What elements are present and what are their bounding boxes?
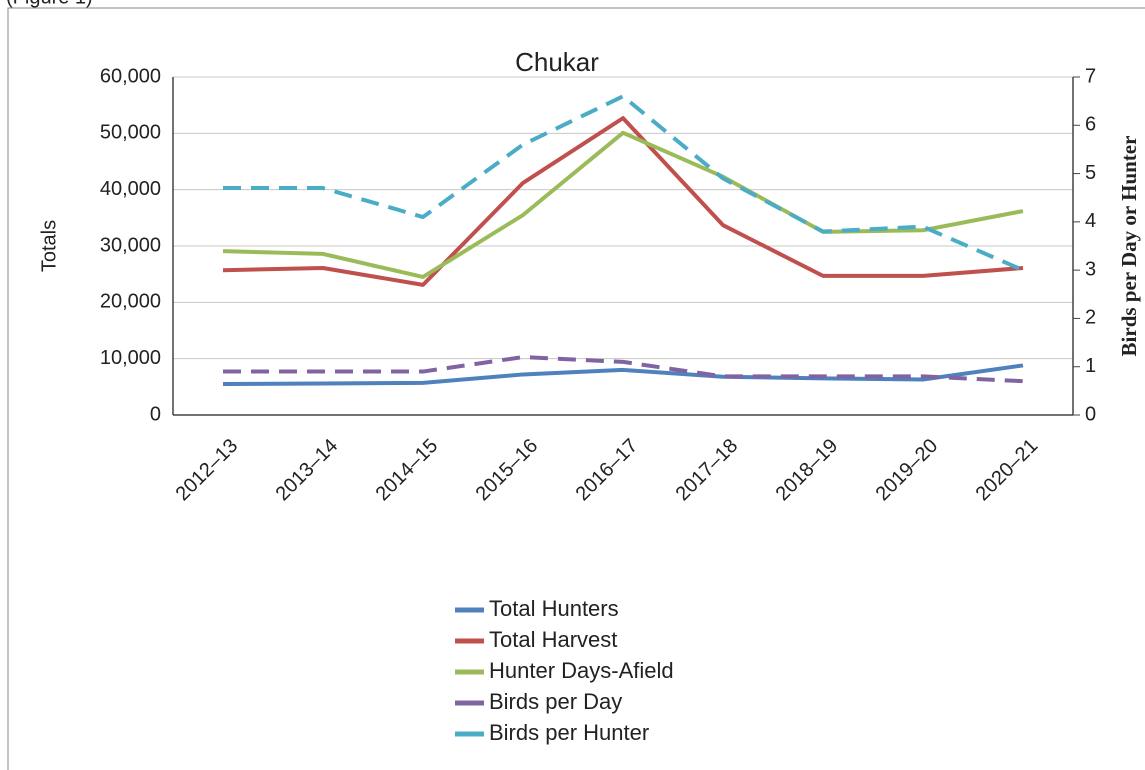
y2-tick-label: 1 [1085,355,1096,377]
x-tick-label: 2020–21 [972,435,1043,506]
x-tick-label: 2016–17 [572,435,643,506]
legend-label: Birds per Day [489,689,622,714]
y2-tick-label: 7 [1085,65,1096,87]
series-line [222,116,1024,287]
legend-label: Total Harvest [489,627,617,652]
y-tick-label: 30,000 [100,234,161,256]
x-tick-label: 2018–19 [772,435,843,506]
y2-tick-label: 4 [1085,210,1096,232]
y2-tick-label: 6 [1085,114,1096,136]
y2-tick-label: 2 [1085,307,1096,329]
series-line [222,130,1024,279]
y-tick-label: 20,000 [100,291,161,313]
y2-tick-label: 3 [1085,258,1096,280]
legend-label: Hunter Days-Afield [489,658,674,683]
y-tick-label: 10,000 [100,347,161,369]
series-line [223,355,1024,384]
y-tick-label: 0 [150,403,161,425]
x-tick-label: 2013–14 [272,435,343,506]
y-tick-label: 40,000 [100,178,161,200]
x-tick-label: 2012–13 [172,435,243,506]
y2-axis-label: Birds per Day or Hunter [1117,136,1141,357]
chart-title: Chukar [515,47,599,77]
caption: (Figure 1) [6,0,93,8]
x-tick-label: 2015–16 [472,435,543,506]
x-tick-label: 2017–18 [672,435,743,506]
legend-label: Total Hunters [489,596,619,621]
y-axis-label: Totals [38,220,60,272]
series-line [222,363,1024,387]
frame [7,7,1145,770]
x-tick-label: 2014–15 [372,435,443,506]
y-tick-label: 50,000 [100,122,161,144]
y-tick-label: 60,000 [100,65,161,87]
series-line [223,94,1024,272]
y2-tick-label: 0 [1085,403,1096,425]
x-tick-label: 2019–20 [872,435,943,506]
y2-tick-label: 5 [1085,162,1096,184]
legend-label: Birds per Hunter [489,720,649,745]
